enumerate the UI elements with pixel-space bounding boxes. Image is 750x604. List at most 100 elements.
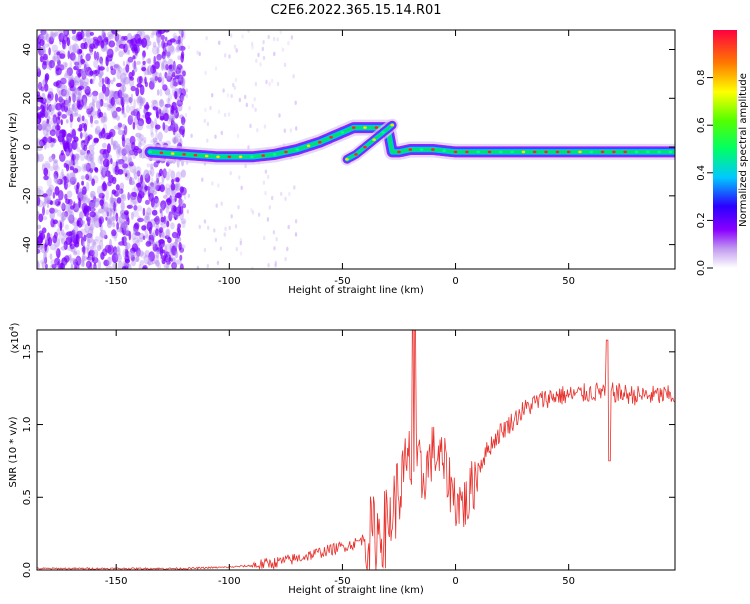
noise-cell — [122, 60, 126, 67]
noise-cell — [65, 136, 73, 143]
noise-cell — [203, 118, 206, 124]
noise-cell — [140, 174, 143, 184]
noise-cell — [71, 221, 76, 226]
noise-cell — [122, 168, 128, 175]
noise-cell — [162, 231, 165, 239]
noise-cell — [163, 263, 169, 269]
noise-cell — [90, 193, 95, 200]
noise-cell — [107, 48, 114, 59]
noise-cell — [113, 201, 116, 212]
noise-cell — [274, 260, 277, 266]
noise-cell — [66, 67, 74, 76]
noise-cell — [110, 158, 113, 165]
noise-cell — [220, 130, 223, 136]
noise-cell — [111, 229, 117, 237]
noise-cell — [136, 120, 144, 131]
noise-cell — [294, 232, 298, 237]
colorbar-tick-label: 0.6 — [696, 117, 707, 133]
noise-cell — [37, 260, 40, 269]
spectrogram-panel: -150 -100 -50 0 50 40 20 0 -20 -40 Height of str… — [8, 29, 676, 296]
noise-cell — [130, 115, 134, 120]
noise-cell — [43, 175, 49, 181]
noise-cell — [156, 221, 159, 230]
noise-cell — [105, 265, 113, 269]
noise-cell — [150, 177, 154, 186]
noise-cell — [91, 256, 99, 264]
noise-cell — [175, 206, 181, 214]
ridge-peak — [250, 155, 254, 159]
noise-cell — [50, 142, 54, 148]
noise-cell — [64, 224, 70, 231]
noise-cell — [69, 79, 75, 88]
colorbar-label: Normalized spectral amplitude — [738, 73, 749, 227]
noise-cell — [127, 97, 133, 103]
noise-cell — [116, 245, 120, 253]
noise-cell — [39, 123, 46, 131]
noise-cell — [165, 206, 169, 214]
colorbar-ticks: 0.0 0.2 0.4 0.6 0.8 — [696, 70, 713, 276]
noise-cell — [103, 206, 110, 213]
noise-cell — [262, 180, 266, 185]
noise-cell — [60, 102, 65, 112]
noise-cell — [290, 35, 294, 40]
noise-cell — [264, 169, 268, 174]
noise-cell — [156, 33, 162, 44]
noise-cell — [180, 116, 186, 126]
y-tick-label: 0 — [22, 144, 33, 150]
noise-cell — [37, 118, 40, 124]
noise-cell — [75, 61, 82, 69]
noise-cell — [157, 36, 160, 46]
noise-cell — [143, 169, 150, 179]
noise-cell — [83, 196, 87, 202]
noise-cell — [151, 99, 158, 105]
noise-cell — [41, 136, 49, 144]
noise-cell — [150, 32, 155, 39]
noise-cell — [98, 99, 102, 109]
noise-cell — [166, 39, 173, 46]
noise-cell — [105, 48, 113, 56]
ridge-peak — [578, 150, 582, 154]
noise-cell — [163, 215, 167, 225]
noise-cell — [262, 55, 266, 61]
noise-cell — [44, 74, 49, 84]
noise-cell — [86, 246, 90, 255]
noise-cell — [167, 237, 172, 244]
noise-cell — [63, 175, 67, 186]
ridge-peak — [476, 150, 481, 154]
noise-cell — [123, 76, 131, 85]
x-tick-label: -150 — [105, 276, 128, 287]
noise-cell — [58, 90, 64, 99]
ridge-peak — [499, 150, 503, 154]
noise-cell — [97, 260, 101, 269]
noise-cell — [80, 131, 83, 139]
noise-cell — [155, 259, 160, 267]
noise-cell — [69, 172, 76, 182]
noise-cell — [89, 115, 94, 124]
noise-cell — [128, 250, 134, 259]
noise-cell — [116, 197, 122, 204]
noise-cell — [107, 256, 112, 266]
noise-cell — [209, 105, 212, 111]
ridge-peak — [453, 150, 458, 154]
noise-cell — [41, 261, 45, 269]
noise-cell — [95, 236, 100, 242]
noise-cell — [226, 93, 230, 98]
noise-cell — [170, 109, 175, 115]
noise-cell — [119, 182, 125, 191]
noise-cell — [110, 97, 116, 106]
x-tick-label: 50 — [562, 576, 575, 587]
noise-cell — [185, 88, 188, 93]
noise-cell — [39, 96, 44, 104]
noise-cell — [105, 216, 108, 221]
noise-cell — [124, 242, 131, 250]
noise-cell — [62, 39, 66, 50]
noise-cell — [150, 197, 155, 208]
noise-cell — [188, 106, 191, 111]
noise-cell — [178, 30, 184, 36]
noise-cell — [86, 152, 93, 162]
ridge-peak — [295, 148, 300, 151]
noise-cell — [64, 141, 70, 152]
noise-cell — [52, 114, 57, 124]
noise-cell — [94, 126, 101, 134]
noise-cell — [168, 211, 173, 222]
